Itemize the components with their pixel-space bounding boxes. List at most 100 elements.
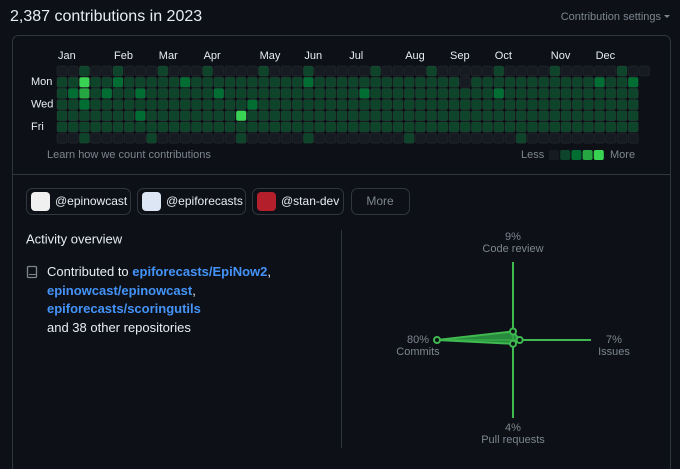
contribution-cell — [112, 110, 124, 122]
contribution-cell — [571, 121, 583, 133]
contribution-cell — [370, 76, 382, 88]
org-avatar — [257, 192, 276, 211]
contribution-cell — [134, 65, 146, 77]
contribution-cell — [302, 132, 314, 144]
contribution-cell — [157, 121, 169, 133]
contribution-cell — [414, 65, 426, 77]
contribution-cell — [112, 65, 124, 77]
contribution-cell — [594, 99, 606, 111]
contribution-cell — [325, 87, 337, 99]
radar-point — [433, 336, 441, 344]
radar-value-label: 4% — [505, 422, 521, 434]
contribution-cell — [482, 99, 494, 111]
org-button[interactable] — [137, 188, 246, 215]
month-label: Apr — [204, 50, 221, 62]
contribution-cell — [190, 76, 202, 88]
contribution-cell — [582, 99, 594, 111]
contribution-cell — [526, 76, 538, 88]
contribution-cell — [381, 76, 393, 88]
contribution-cell — [437, 87, 449, 99]
contribution-cell — [280, 132, 292, 144]
contribution-cell — [515, 121, 527, 133]
contribution-cell — [190, 65, 202, 77]
contribution-cell — [302, 76, 314, 88]
contribution-cell — [246, 76, 258, 88]
contribution-cell — [336, 87, 348, 99]
radar-point — [509, 327, 517, 336]
settings-button[interactable]: Contribution settings — [561, 11, 662, 23]
contribution-cell — [638, 65, 650, 77]
repository-link[interactable]: epiforecasts/scoringutils — [47, 301, 201, 317]
more-button-label[interactable]: More — [366, 194, 394, 208]
contribution-cell — [347, 65, 359, 77]
contribution-cell — [224, 87, 236, 99]
contribution-cell — [179, 76, 191, 88]
contribution-cell — [482, 121, 494, 133]
contribution-cell — [101, 65, 113, 77]
contribution-cell — [381, 121, 393, 133]
contribution-cell — [157, 110, 169, 122]
contribution-cell — [269, 132, 281, 144]
contribution-cell — [134, 87, 146, 99]
contribution-cell — [112, 76, 124, 88]
org-name[interactable]: @stan-dev — [281, 194, 339, 208]
contribution-cell — [56, 110, 68, 122]
more-button[interactable] — [351, 188, 410, 215]
org-name[interactable]: @epiforecasts — [166, 194, 243, 208]
org-name[interactable]: @epinowcast — [55, 194, 128, 208]
contribution-cell — [571, 132, 583, 144]
contribution-cell — [314, 121, 326, 133]
contribution-cell — [605, 65, 617, 77]
contribution-cell — [213, 87, 225, 99]
contribution-cell — [78, 76, 90, 88]
contribution-cell — [493, 87, 505, 99]
learn-link[interactable]: Learn how we count contributions — [47, 149, 211, 161]
contribution-cell — [302, 65, 314, 77]
contribution-cell — [179, 99, 191, 111]
contribution-cell — [582, 132, 594, 144]
contribution-cell — [605, 110, 617, 122]
contribution-cell — [101, 121, 113, 133]
contribution-cell — [448, 87, 460, 99]
contribution-cell — [90, 65, 102, 77]
org-avatar — [142, 192, 161, 211]
contribution-cell — [269, 121, 281, 133]
contribution-cell — [325, 121, 337, 133]
contribution-cell — [549, 110, 561, 122]
repository-link[interactable]: epinowcast/epinowcast — [47, 282, 193, 298]
contribution-cell — [616, 65, 628, 77]
contribution-cell — [571, 87, 583, 99]
contribution-cell — [291, 87, 303, 99]
contribution-cell — [414, 132, 426, 144]
contribution-cell — [291, 132, 303, 144]
contribution-cell — [616, 99, 628, 111]
contribution-cell — [280, 110, 292, 122]
contribution-cell — [123, 121, 135, 133]
contribution-cell — [403, 110, 415, 122]
contribution-cell — [67, 121, 79, 133]
contribution-cell — [470, 132, 482, 144]
contribution-cell — [56, 132, 68, 144]
contribution-cell — [190, 132, 202, 144]
month-label: Jun — [304, 50, 322, 62]
contribution-cell — [336, 65, 348, 77]
month-label: Aug — [405, 50, 425, 62]
contribution-cell — [56, 99, 68, 111]
org-button[interactable] — [26, 188, 131, 215]
contribution-cell — [336, 99, 348, 111]
radar-axis-label: Commits — [396, 346, 440, 358]
contribution-cell — [134, 132, 146, 144]
separator: , — [192, 282, 196, 298]
month-label: May — [260, 50, 281, 62]
repository-link[interactable]: epiforecasts/EpiNow2 — [132, 264, 268, 279]
contribution-cell — [325, 76, 337, 88]
contribution-cell — [549, 132, 561, 144]
contribution-cell — [459, 99, 471, 111]
contribution-cell — [426, 87, 438, 99]
contribution-cell — [526, 99, 538, 111]
contribution-cell — [381, 65, 393, 77]
radar-point — [509, 339, 517, 348]
radar-axis-label: Pull requests — [481, 434, 545, 446]
contribution-cell — [179, 65, 191, 77]
contribution-cell — [246, 132, 258, 144]
